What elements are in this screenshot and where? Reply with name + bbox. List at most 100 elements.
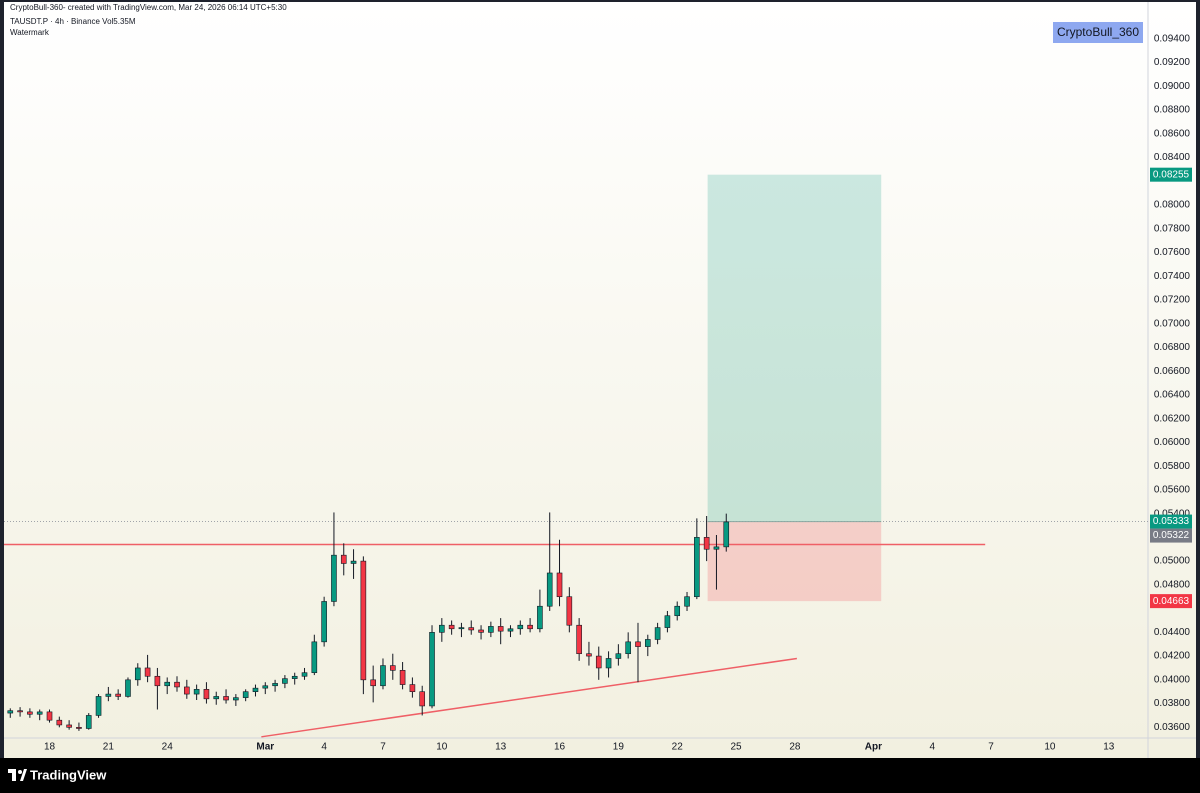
y-tick-label: 0.05000: [1154, 556, 1191, 567]
price-badge: [1150, 594, 1192, 609]
candle-body: [409, 684, 416, 692]
candle-body: [635, 641, 641, 647]
candle-body: [66, 724, 72, 728]
candle-body: [488, 626, 494, 633]
y-tick-label: 0.09000: [1154, 81, 1191, 92]
candle-body: [340, 554, 347, 564]
y-tick-label: 0.09200: [1154, 57, 1191, 68]
candle-body: [242, 691, 249, 698]
y-tick-label: 0.08800: [1154, 105, 1191, 116]
candle-body: [17, 710, 23, 713]
candle-body: [282, 678, 288, 684]
x-tick-label: 10: [1044, 742, 1056, 753]
axes: 0.09400 0.09200 0.09000 0.08800 0.08600 0.084…: [44, 33, 1192, 753]
watermark-box: [1053, 22, 1143, 43]
x-tick-label: 13: [1103, 742, 1115, 753]
candle-body: [429, 632, 435, 707]
y-tick-label: 0.07600: [1154, 247, 1191, 258]
brand-logo: [8, 769, 27, 781]
x-tick-label: 22: [672, 742, 684, 753]
candle-body: [537, 605, 543, 630]
candle-body: [556, 572, 563, 598]
candle-body: [27, 711, 33, 715]
y-tick-label: 0.09400: [1154, 33, 1191, 44]
candle-body: [184, 686, 190, 695]
candle-body: [576, 624, 582, 655]
y-tick-label: 0.07000: [1154, 318, 1191, 329]
candle-body: [203, 689, 210, 700]
y-tick-label: 0.07400: [1154, 271, 1191, 282]
candle-body: [95, 696, 102, 716]
candle-body: [311, 641, 318, 674]
y-tick-label: 0.04400: [1154, 627, 1191, 638]
candle-body: [233, 697, 239, 701]
candle-body: [36, 711, 43, 715]
brand-name: TradingView: [30, 767, 107, 782]
candle-body: [193, 689, 200, 695]
candle-body: [144, 667, 151, 677]
candle-body: [164, 681, 171, 687]
candle-body: [654, 627, 661, 640]
y-tick-label: 0.08400: [1154, 152, 1191, 163]
y-tick-label: 0.03800: [1154, 698, 1191, 709]
candle-body: [360, 560, 367, 681]
candle-body: [125, 679, 131, 697]
candle-body: [507, 628, 514, 632]
x-tick-label: 24: [162, 742, 174, 753]
candle-body: [272, 683, 278, 687]
x-tick-label: 18: [44, 742, 56, 753]
candle-body: [380, 665, 386, 687]
x-tick-label: 13: [495, 742, 507, 753]
candle-body: [694, 537, 700, 598]
header-line: CryptoBull-360- created with TradingView…: [10, 3, 287, 12]
x-tick-label: 4: [321, 742, 327, 753]
x-tick-label: 4: [929, 742, 935, 753]
watermark: CryptoBull_360: [1057, 25, 1139, 39]
candle-body: [615, 653, 622, 659]
price-badge-label: 0.08255: [1153, 169, 1190, 180]
footer-bar: [0, 758, 1200, 793]
candle-body: [105, 693, 112, 697]
y-tick-label: 0.08000: [1154, 200, 1191, 211]
y-tick-label: 0.06400: [1154, 390, 1191, 401]
candle-body: [713, 546, 720, 550]
y-tick-label: 0.06200: [1154, 413, 1191, 424]
candle-body: [478, 629, 484, 633]
price-badge-label: 0.05322: [1153, 530, 1190, 541]
candle-body: [625, 641, 631, 655]
candle-body: [370, 679, 376, 687]
x-tick-label: 19: [613, 742, 625, 753]
candle-body: [174, 681, 180, 688]
candle-body: [389, 665, 396, 671]
plot-area: [4, 174, 1148, 738]
candle-body: [566, 596, 573, 626]
y-tick-label: 0.08600: [1154, 128, 1191, 139]
candle-body: [605, 658, 612, 669]
y-tick-label: 0.05800: [1154, 461, 1191, 472]
price-badge-label: 0.05333: [1153, 516, 1190, 527]
y-tick-label: 0.07800: [1154, 223, 1191, 234]
x-tick-label: 7: [380, 742, 386, 753]
candle-body: [703, 537, 710, 550]
candle-body: [468, 627, 475, 631]
drawn-line: [261, 657, 797, 738]
x-tick-label: 25: [731, 742, 743, 753]
x-tick-label: 7: [988, 742, 994, 753]
candle-body: [291, 675, 298, 679]
y-tick-label: 0.05600: [1154, 485, 1191, 496]
position-stop-zone: [707, 521, 882, 602]
candle-body: [419, 691, 426, 707]
candle-body: [723, 521, 730, 548]
price-badge: [1150, 514, 1192, 529]
x-tick-label: 21: [103, 742, 115, 753]
header-line: TAUSDT.P · 4h · Binance Vol5.35M: [10, 17, 136, 26]
x-tick-label: Mar: [256, 742, 274, 753]
candle-body: [223, 696, 229, 701]
y-tick-label: 0.07200: [1154, 295, 1191, 306]
candle-body: [56, 719, 63, 726]
price-badge: [1150, 528, 1192, 543]
header-line: Watermark: [10, 28, 50, 37]
price-badge-label: 0.04663: [1153, 596, 1190, 607]
y-tick-label: 0.04000: [1154, 674, 1191, 685]
